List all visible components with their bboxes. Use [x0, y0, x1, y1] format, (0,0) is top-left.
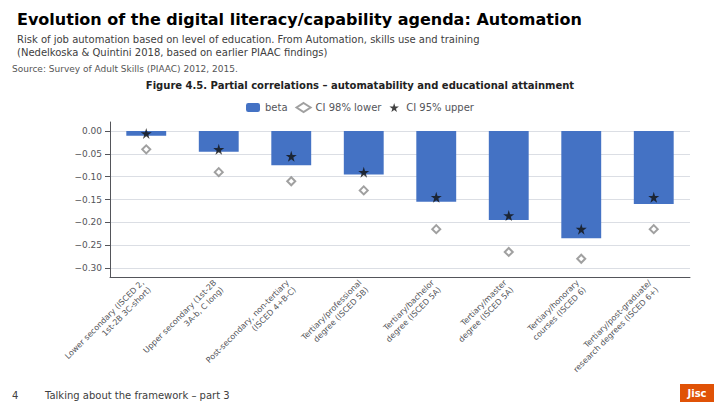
svg-text:degree (ISCED 5A): degree (ISCED 5A) — [384, 285, 443, 344]
svg-text:−0.15: −0.15 — [74, 195, 102, 205]
svg-text:Upper secondary (1st-2B: Upper secondary (1st-2B — [142, 278, 219, 355]
svg-text:−0.20: −0.20 — [74, 217, 102, 227]
svg-text:0.00: 0.00 — [82, 126, 102, 136]
svg-text:Tertiary/honorary: Tertiary/honorary — [525, 278, 581, 334]
svg-text:−0.30: −0.30 — [74, 263, 102, 273]
svg-text:3A-b, C long): 3A-b, C long) — [182, 285, 225, 328]
svg-text:degree (ISCED 5A): degree (ISCED 5A) — [457, 285, 516, 344]
svg-text:(ISCED 4+B-C): (ISCED 4+B-C) — [250, 285, 298, 333]
svg-text:Jisc: Jisc — [686, 388, 706, 399]
svg-text:courses (ISCED 6): courses (ISCED 6) — [531, 285, 588, 342]
svg-text:Tertiary/professional: Tertiary/professional — [299, 278, 363, 342]
svg-text:CI 98% lower: CI 98% lower — [316, 102, 383, 113]
svg-text:−0.05: −0.05 — [74, 149, 102, 159]
svg-text:degree (ISCED 5B): degree (ISCED 5B) — [312, 285, 371, 344]
svg-text:4: 4 — [12, 390, 18, 401]
svg-text:Source: Survey of Adult Skills: Source: Survey of Adult Skills (PIAAC) 2… — [12, 64, 238, 74]
svg-text:Lower secondary (ISCED 2,: Lower secondary (ISCED 2, — [63, 278, 146, 361]
svg-text:1st-2B 3C-short): 1st-2B 3C-short) — [100, 285, 153, 338]
svg-text:Evolution of the digital liter: Evolution of the digital literacy/capabi… — [17, 10, 582, 29]
svg-text:CI 95% upper: CI 95% upper — [406, 102, 475, 113]
svg-text:Tertiary/master: Tertiary/master — [459, 278, 509, 328]
svg-text:Figure 4.5. Partial correlatio: Figure 4.5. Partial correlations – autom… — [146, 80, 575, 91]
svg-text:Post-secondary, non-tertiary: Post-secondary, non-tertiary — [204, 278, 291, 365]
svg-text:(Nedelkoska & Quintini 2018, b: (Nedelkoska & Quintini 2018, based on ea… — [17, 47, 328, 58]
svg-text:−0.10: −0.10 — [74, 172, 102, 182]
svg-text:Talking about the framework –: Talking about the framework – part 3 — [44, 390, 230, 401]
svg-text:Tertiary/post-graduate/: Tertiary/post-graduate/ — [581, 278, 653, 350]
svg-text:Risk of job automation based o: Risk of job automation based on level of… — [17, 34, 480, 45]
svg-text:research degrees (ISCED 6+): research degrees (ISCED 6+) — [572, 285, 661, 374]
svg-text:beta: beta — [265, 102, 288, 113]
svg-text:−0.25: −0.25 — [74, 240, 102, 250]
svg-text:Tertiary/bachelor: Tertiary/bachelor — [381, 278, 436, 333]
